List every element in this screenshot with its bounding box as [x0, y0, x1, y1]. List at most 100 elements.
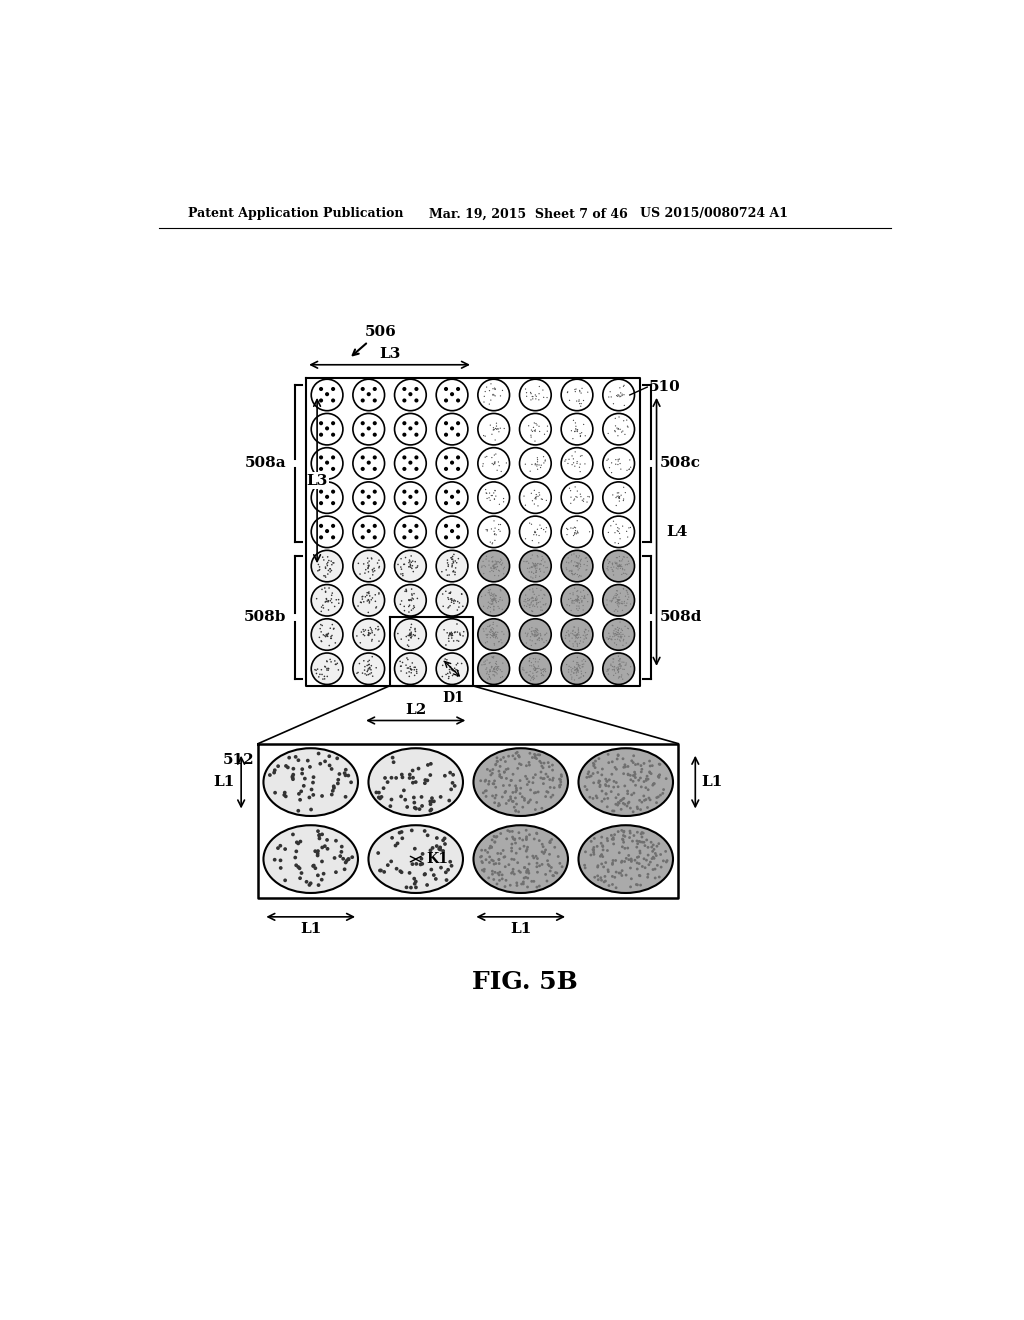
- Circle shape: [378, 796, 382, 800]
- Circle shape: [561, 413, 593, 445]
- Text: US 2015/0080724 A1: US 2015/0080724 A1: [640, 207, 787, 220]
- Circle shape: [451, 669, 453, 671]
- Circle shape: [344, 861, 347, 865]
- Circle shape: [617, 871, 621, 874]
- Circle shape: [496, 760, 499, 763]
- Circle shape: [369, 632, 370, 634]
- Circle shape: [612, 837, 614, 840]
- Circle shape: [494, 841, 497, 843]
- Circle shape: [317, 833, 322, 837]
- Circle shape: [539, 760, 542, 763]
- Circle shape: [415, 399, 419, 403]
- Circle shape: [409, 611, 410, 612]
- Circle shape: [360, 467, 365, 471]
- Circle shape: [299, 789, 303, 793]
- Circle shape: [324, 635, 326, 636]
- Circle shape: [634, 776, 637, 779]
- Circle shape: [597, 781, 600, 784]
- Circle shape: [515, 884, 518, 887]
- Circle shape: [335, 642, 336, 644]
- Circle shape: [652, 843, 654, 846]
- Circle shape: [311, 775, 315, 779]
- Circle shape: [365, 665, 366, 668]
- Circle shape: [412, 663, 413, 664]
- Circle shape: [365, 630, 367, 631]
- Circle shape: [646, 873, 649, 875]
- Circle shape: [399, 603, 401, 605]
- Circle shape: [601, 789, 603, 792]
- Circle shape: [319, 673, 321, 675]
- Circle shape: [367, 665, 368, 667]
- Circle shape: [510, 846, 513, 850]
- Circle shape: [447, 677, 450, 680]
- Circle shape: [404, 590, 406, 593]
- Circle shape: [611, 809, 614, 812]
- Circle shape: [332, 562, 334, 564]
- Circle shape: [532, 857, 536, 859]
- Circle shape: [588, 771, 590, 774]
- Text: 512: 512: [222, 752, 254, 767]
- Circle shape: [429, 803, 432, 807]
- Circle shape: [411, 599, 413, 601]
- Circle shape: [360, 433, 365, 437]
- Circle shape: [655, 854, 657, 857]
- Circle shape: [311, 516, 343, 548]
- Circle shape: [592, 849, 594, 851]
- Circle shape: [543, 851, 545, 855]
- Circle shape: [410, 635, 412, 636]
- Circle shape: [443, 842, 446, 846]
- Circle shape: [336, 781, 340, 785]
- Circle shape: [601, 855, 604, 858]
- Circle shape: [600, 836, 603, 838]
- Circle shape: [367, 671, 368, 672]
- Circle shape: [311, 793, 315, 797]
- Circle shape: [592, 781, 595, 784]
- Circle shape: [368, 599, 370, 601]
- Circle shape: [649, 861, 652, 863]
- Circle shape: [621, 829, 624, 832]
- Circle shape: [456, 669, 457, 671]
- Circle shape: [343, 867, 346, 871]
- Circle shape: [622, 758, 625, 760]
- Circle shape: [447, 663, 450, 664]
- Circle shape: [547, 791, 550, 793]
- Circle shape: [272, 768, 276, 772]
- Circle shape: [499, 766, 502, 768]
- Circle shape: [519, 516, 551, 548]
- Circle shape: [480, 861, 483, 863]
- Circle shape: [349, 780, 353, 784]
- Circle shape: [323, 560, 325, 561]
- Circle shape: [454, 599, 455, 601]
- Circle shape: [457, 663, 459, 664]
- Circle shape: [513, 858, 515, 861]
- Circle shape: [364, 635, 366, 636]
- Circle shape: [410, 829, 414, 833]
- Circle shape: [536, 866, 539, 869]
- Circle shape: [375, 594, 376, 595]
- Circle shape: [389, 776, 393, 780]
- Circle shape: [450, 392, 454, 396]
- Circle shape: [517, 832, 520, 834]
- Circle shape: [510, 850, 513, 853]
- Circle shape: [324, 576, 325, 577]
- Circle shape: [449, 632, 451, 634]
- Circle shape: [630, 779, 632, 781]
- Circle shape: [326, 601, 327, 602]
- Circle shape: [536, 832, 538, 834]
- Circle shape: [518, 837, 521, 840]
- Circle shape: [639, 808, 642, 810]
- Circle shape: [311, 413, 343, 445]
- Circle shape: [639, 874, 641, 878]
- Circle shape: [415, 502, 419, 506]
- Circle shape: [415, 635, 416, 636]
- Circle shape: [461, 593, 463, 595]
- Circle shape: [299, 840, 302, 843]
- Circle shape: [603, 875, 606, 878]
- Circle shape: [434, 876, 437, 880]
- Circle shape: [648, 771, 651, 774]
- Circle shape: [455, 572, 456, 573]
- Circle shape: [544, 849, 547, 851]
- Circle shape: [453, 572, 454, 573]
- Circle shape: [321, 611, 323, 612]
- Circle shape: [500, 776, 503, 779]
